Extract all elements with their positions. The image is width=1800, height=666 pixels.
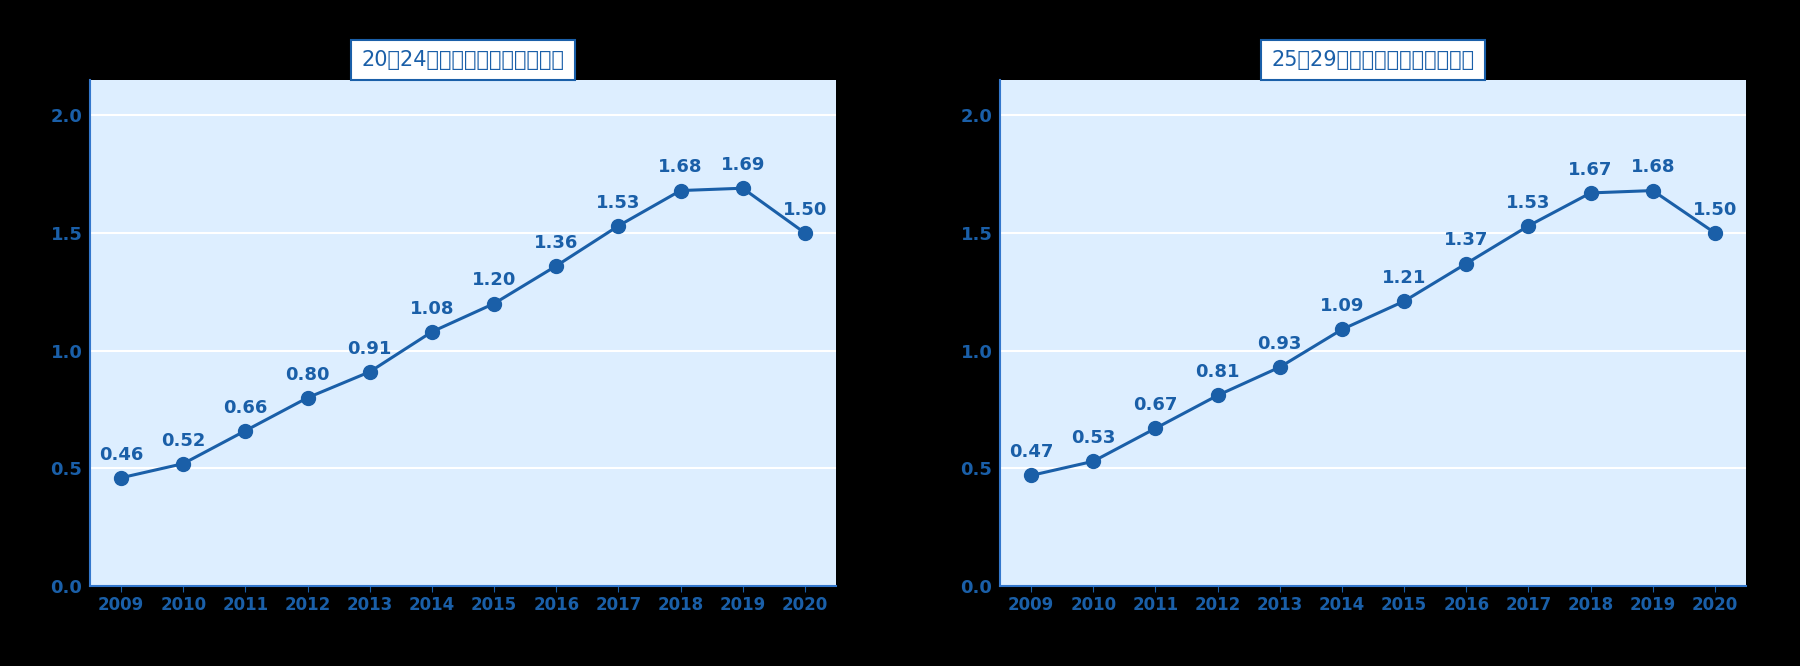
Point <box>729 183 758 194</box>
Text: 0.80: 0.80 <box>286 366 329 384</box>
Point <box>479 298 508 309</box>
Text: 1.69: 1.69 <box>720 156 765 174</box>
Title: 25～29歳の有効求人倍率の推移: 25～29歳の有効求人倍率の推移 <box>1271 50 1474 70</box>
Point <box>605 220 634 231</box>
Point <box>1202 390 1231 401</box>
Text: 0.66: 0.66 <box>223 398 268 416</box>
Text: 1.53: 1.53 <box>596 194 641 212</box>
Point <box>230 426 259 436</box>
Point <box>1701 228 1730 238</box>
Point <box>169 458 198 469</box>
Text: 1.08: 1.08 <box>410 300 454 318</box>
Point <box>1638 185 1667 196</box>
Point <box>418 326 446 337</box>
Point <box>1141 423 1170 434</box>
Point <box>1514 220 1543 231</box>
Text: 1.68: 1.68 <box>1631 159 1676 176</box>
Text: 1.09: 1.09 <box>1319 297 1364 315</box>
Point <box>1390 296 1418 306</box>
Point <box>355 366 383 377</box>
Text: 1.50: 1.50 <box>783 201 826 219</box>
Text: 1.68: 1.68 <box>659 159 702 176</box>
Text: 1.37: 1.37 <box>1444 231 1489 250</box>
Text: 0.46: 0.46 <box>99 446 144 464</box>
Title: 20～24歳の有効求人倍率の推移: 20～24歳の有効求人倍率の推移 <box>362 50 565 70</box>
Point <box>1328 324 1357 335</box>
Point <box>1078 456 1107 467</box>
Text: 0.91: 0.91 <box>347 340 392 358</box>
Point <box>542 260 571 271</box>
Text: 1.21: 1.21 <box>1382 269 1426 287</box>
Text: 0.47: 0.47 <box>1010 444 1053 462</box>
Text: 0.81: 0.81 <box>1195 363 1240 381</box>
Text: 0.67: 0.67 <box>1134 396 1177 414</box>
Text: 1.50: 1.50 <box>1692 201 1737 219</box>
Point <box>1577 188 1606 198</box>
Point <box>293 392 322 403</box>
Text: 1.20: 1.20 <box>472 272 517 290</box>
Text: 1.53: 1.53 <box>1507 194 1550 212</box>
Point <box>1265 362 1294 372</box>
Text: 1.36: 1.36 <box>535 234 578 252</box>
Point <box>106 472 135 483</box>
Point <box>1017 470 1046 481</box>
Text: 0.93: 0.93 <box>1258 335 1301 353</box>
Text: 0.52: 0.52 <box>160 432 205 450</box>
Text: 0.53: 0.53 <box>1071 429 1116 447</box>
Point <box>790 228 819 238</box>
Point <box>666 185 695 196</box>
Point <box>1453 258 1481 269</box>
Text: 1.67: 1.67 <box>1568 161 1613 178</box>
